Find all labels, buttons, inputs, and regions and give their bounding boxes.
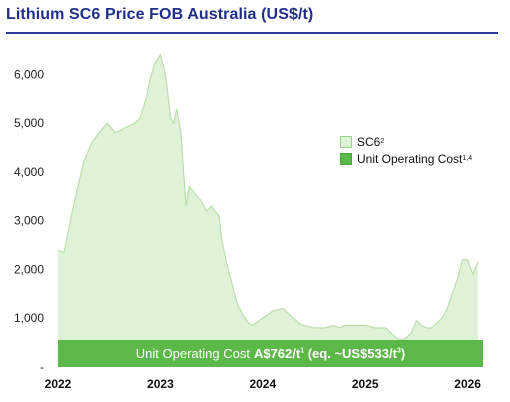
y-tick-label: 1,000	[14, 311, 44, 325]
operating-cost-usd-close: )	[400, 346, 406, 361]
legend-item-sc6: SC6 2	[340, 133, 472, 150]
y-tick-label: -	[40, 360, 44, 374]
operating-cost-band: Unit Operating Cost A$762/t1 (eq. ~US$53…	[58, 340, 483, 367]
y-tick-label: 2,000	[14, 262, 44, 276]
x-tick-label: 2022	[45, 377, 72, 391]
y-tick-label: 4,000	[14, 165, 44, 179]
x-tick-label: 2023	[147, 377, 174, 391]
legend-swatch-operating-cost	[340, 152, 352, 165]
y-tick-label: 3,000	[14, 214, 44, 228]
y-axis: - 1,000 2,000 3,000 4,000 5,000 6,000	[14, 67, 44, 374]
operating-cost-text: Unit Operating Cost	[135, 346, 250, 361]
legend-footnote-operating-cost: 1,4	[462, 155, 473, 162]
legend-item-operating-cost: Unit Operating Cost 1,4	[340, 150, 472, 167]
legend-label-sc6: SC6	[357, 134, 381, 149]
operating-cost-usd-footnote: 3	[396, 347, 401, 355]
operating-cost-usd: (eq. ~US$533/t	[307, 346, 397, 361]
operating-cost-aud-footnote: 1	[300, 347, 305, 355]
title-underline	[6, 32, 498, 34]
x-axis: 2022 2023 2024 2025 2026	[45, 377, 482, 391]
y-tick-label: 5,000	[14, 116, 44, 130]
legend-swatch-sc6	[340, 135, 352, 148]
chart-title: Lithium SC6 Price FOB Australia (US$/t)	[6, 6, 314, 23]
operating-cost-aud: A$762/t	[253, 346, 301, 361]
x-tick-label: 2025	[352, 377, 379, 391]
legend-label-operating-cost: Unit Operating Cost	[357, 151, 463, 166]
sc6-price-line	[57, 53, 479, 341]
legend-footnote-sc6: 2	[380, 138, 385, 145]
x-tick-label: 2026	[454, 377, 481, 391]
operating-cost-value: A$762/t1 (eq. ~US$533/t3)	[254, 346, 405, 361]
x-tick-label: 2024	[249, 377, 276, 391]
sc6-price-area	[58, 54, 478, 368]
legend: SC6 2 Unit Operating Cost 1,4	[340, 133, 472, 167]
y-tick-label: 6,000	[14, 67, 44, 81]
